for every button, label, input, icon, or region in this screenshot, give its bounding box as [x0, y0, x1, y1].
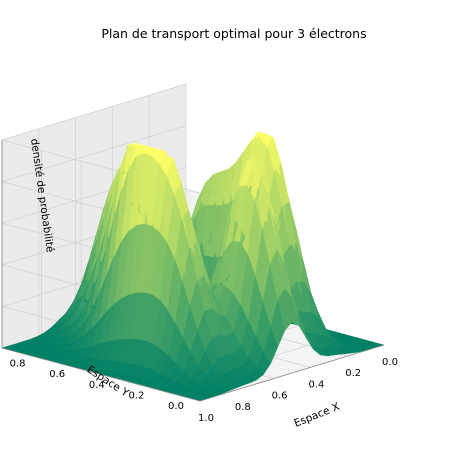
grid-line — [1, 125, 187, 182]
x-axis-label: Espace X — [292, 401, 341, 430]
y-tick-label: 0.4 — [89, 380, 105, 391]
chart-title: Plan de transport optimal pour 3 électro… — [101, 26, 366, 41]
y-tick-label: 0.2 — [128, 390, 144, 401]
tick-labels: 1.00.80.60.40.20.00.00.20.40.60.81.00.00… — [10, 357, 398, 424]
y-axis-line — [1, 347, 201, 402]
grid-line — [1, 83, 187, 141]
x-axis-line — [199, 344, 385, 402]
x-tick-label: 0.2 — [345, 368, 361, 379]
axis-lines — [1, 140, 385, 402]
y-tick-label: 0.8 — [10, 359, 26, 370]
y-tick-label: 0.6 — [49, 369, 65, 380]
y-tick-label: 0.0 — [168, 401, 184, 412]
x-tick-label: 0.6 — [272, 391, 288, 402]
x-tick-label: 0.8 — [235, 402, 251, 413]
x-tick-label: 1.0 — [198, 413, 214, 424]
x-tick-label: 0.4 — [308, 379, 324, 390]
x-tick-label: 0.0 — [382, 357, 398, 368]
surface-plot — [1, 131, 385, 402]
